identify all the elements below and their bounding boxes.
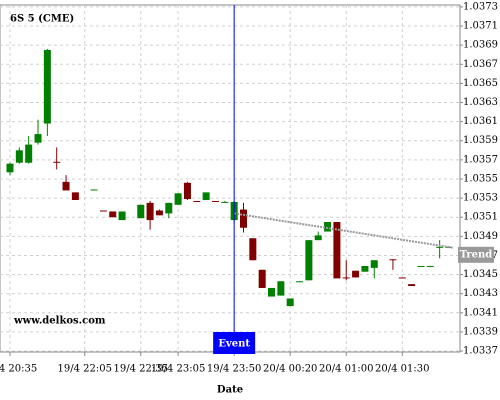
event-label: Event <box>218 339 250 350</box>
y-tick-label: 1.0361 <box>463 116 498 127</box>
event-label-box <box>213 332 256 354</box>
chart-title: 6S 5 (CME) <box>10 14 74 25</box>
candle-body <box>211 200 219 202</box>
y-tick-label: 1.0339 <box>463 326 498 337</box>
candle-body <box>398 277 406 279</box>
candle-body <box>389 259 397 261</box>
y-tick-label: 1.0337 <box>463 346 498 357</box>
y-tick-label: 1.0369 <box>463 40 498 51</box>
candle-body <box>137 204 145 219</box>
candle-body <box>174 193 182 205</box>
candle-body <box>25 144 33 163</box>
candle-body <box>202 192 210 201</box>
y-tick-label: 1.0367 <box>463 59 498 70</box>
x-tick-label: 20/4 00:20 <box>263 364 317 375</box>
trend-label: Trend <box>460 249 493 260</box>
x-tick-label: 20/4 01:00 <box>319 364 373 375</box>
candle-body <box>240 209 247 228</box>
candle-body <box>277 281 285 296</box>
x-axis-title: Date <box>217 385 243 396</box>
candle-body <box>90 189 98 191</box>
trend-label-box <box>458 246 494 263</box>
y-tick-label: 1.0351 <box>463 212 498 223</box>
y-tick-label: 1.0345 <box>463 269 498 280</box>
y-tick-label: 1.0363 <box>463 97 498 108</box>
candle-body <box>258 269 266 288</box>
x-tick-label: 19/4 22:35 <box>114 364 168 375</box>
candle-body <box>6 163 14 173</box>
candle-body <box>53 161 61 163</box>
y-tick-label: 1.0359 <box>463 135 498 146</box>
x-tick-label: 19/4 22:05 <box>57 364 111 375</box>
candle-body <box>221 201 229 203</box>
watermark: www.delkos.com <box>13 316 106 327</box>
candle-body <box>361 265 369 272</box>
candle-body <box>408 284 416 287</box>
marks <box>6 48 453 307</box>
x-tick-label: 20/4 01:30 <box>375 364 429 375</box>
y-tick-label: 1.0365 <box>463 78 498 89</box>
y-tick-label: 1.0353 <box>463 193 498 204</box>
candle-body <box>43 49 51 124</box>
y-tick-label: 1.0357 <box>463 154 498 165</box>
x-tick-label: 19/4 23:05 <box>151 364 205 375</box>
candle-body <box>155 210 163 216</box>
x-tick-label: 19/4 23:50 <box>207 364 261 375</box>
candle-body <box>99 210 107 212</box>
candle-body <box>324 221 332 232</box>
grid <box>0 5 460 352</box>
y-tick-label: 1.0341 <box>463 307 498 318</box>
candle-body <box>15 150 23 163</box>
candle-body <box>314 235 322 241</box>
candle-body <box>193 200 201 202</box>
y-tick-label: 1.0371 <box>463 21 498 32</box>
candle-body <box>305 240 313 281</box>
candle-body <box>249 238 257 261</box>
candle-body <box>352 270 360 278</box>
candle-body <box>436 246 444 248</box>
candle-body <box>34 134 42 143</box>
y-tick-label: 1.0343 <box>463 288 498 299</box>
candle-body <box>268 287 276 297</box>
candle-body <box>109 211 117 218</box>
y-tick-label: 1.0373 <box>463 1 498 12</box>
y-tick-label: 1.0349 <box>463 231 498 242</box>
candle-body <box>71 192 79 201</box>
trend-line <box>234 212 454 249</box>
candle-body <box>62 181 70 191</box>
candle-body <box>417 265 425 267</box>
candle-body <box>333 221 341 279</box>
y-tick-label: 1.0355 <box>463 173 498 184</box>
candle-body <box>183 182 191 200</box>
candle-body <box>165 202 173 214</box>
candle-body <box>146 202 154 221</box>
candle-body <box>426 265 434 267</box>
x-tick-label: 19/4 20:35 <box>0 364 37 375</box>
candle-body <box>118 211 126 221</box>
candle-body <box>370 260 378 268</box>
candle-body <box>286 298 294 307</box>
candle-body <box>296 281 304 283</box>
candle-body <box>342 277 350 279</box>
